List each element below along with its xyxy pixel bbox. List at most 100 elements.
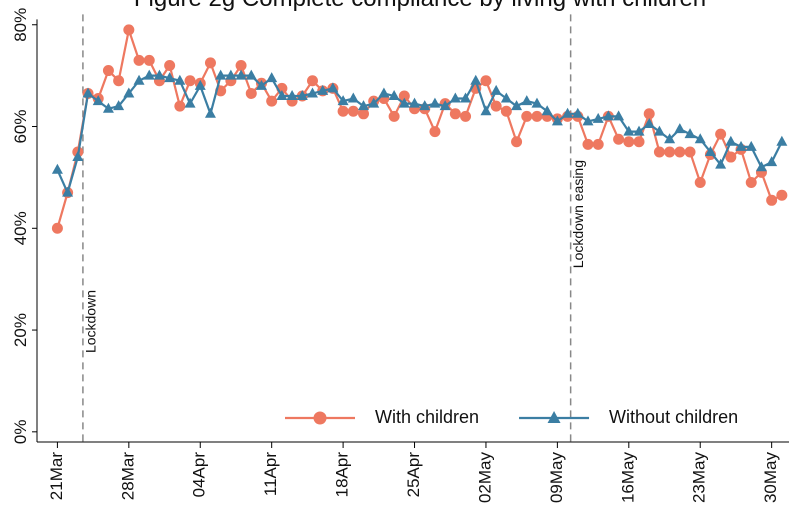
point xyxy=(562,107,574,118)
point xyxy=(113,100,125,111)
point xyxy=(480,105,492,116)
point xyxy=(276,89,288,100)
point xyxy=(72,151,84,162)
point xyxy=(715,128,727,140)
point xyxy=(409,97,421,108)
point xyxy=(521,95,533,106)
x-tick-label: 28Mar xyxy=(118,452,137,501)
point xyxy=(531,97,543,108)
point xyxy=(745,140,757,151)
point xyxy=(245,69,257,80)
point xyxy=(643,108,655,120)
x-tick-label: 30May xyxy=(761,452,780,504)
point xyxy=(623,136,635,148)
y-tick-label: 20% xyxy=(11,313,30,347)
point xyxy=(184,75,196,87)
point xyxy=(133,54,145,66)
point xyxy=(582,115,594,126)
y-tick-label: 80% xyxy=(11,8,30,42)
point xyxy=(592,138,604,150)
point xyxy=(694,133,706,144)
point xyxy=(388,110,400,122)
y-tick-label: 0% xyxy=(11,420,30,445)
point xyxy=(235,59,247,71)
point xyxy=(460,92,472,103)
point xyxy=(613,110,625,121)
reference-label: Lockdown xyxy=(82,290,98,353)
point xyxy=(378,87,390,98)
point xyxy=(470,74,482,85)
point xyxy=(745,176,757,188)
point xyxy=(358,108,370,120)
point xyxy=(684,146,696,158)
point xyxy=(143,69,155,80)
point xyxy=(358,100,370,111)
point xyxy=(215,69,227,80)
point xyxy=(633,136,645,148)
point xyxy=(766,194,778,206)
point xyxy=(613,133,625,145)
point xyxy=(776,135,788,146)
point xyxy=(653,146,665,158)
point xyxy=(102,102,114,113)
point xyxy=(725,135,737,146)
point xyxy=(337,105,349,117)
point xyxy=(643,117,655,128)
point xyxy=(327,82,339,93)
point xyxy=(123,87,135,98)
point xyxy=(153,69,165,80)
point xyxy=(715,158,727,169)
legend-label: Without children xyxy=(609,407,738,427)
point xyxy=(592,112,604,123)
point xyxy=(776,189,788,201)
point xyxy=(266,72,278,83)
x-tick-label: 09May xyxy=(547,452,566,504)
point xyxy=(623,125,635,136)
series-line xyxy=(56,74,783,196)
point xyxy=(419,100,431,111)
point xyxy=(541,105,553,116)
point xyxy=(266,95,278,107)
legend-marker xyxy=(313,411,327,425)
point xyxy=(725,151,737,163)
point xyxy=(704,145,716,156)
point xyxy=(347,92,359,103)
point xyxy=(429,97,441,108)
point xyxy=(143,54,155,66)
point xyxy=(500,105,512,117)
point xyxy=(235,69,247,80)
point xyxy=(92,95,104,106)
chart-title: Figure 2g Complete compliance by living … xyxy=(134,0,706,12)
point xyxy=(296,89,308,100)
x-tick-label: 11Apr xyxy=(261,452,280,496)
point xyxy=(164,59,176,71)
x-tick-label: 16May xyxy=(618,452,637,504)
point xyxy=(480,75,492,87)
y-tick-label: 40% xyxy=(11,211,30,245)
point xyxy=(398,90,410,102)
x-tick-label: 04Apr xyxy=(190,452,209,498)
y-tick-label: 60% xyxy=(11,110,30,144)
point xyxy=(439,100,451,111)
point xyxy=(664,146,676,158)
point xyxy=(51,163,63,174)
point xyxy=(755,161,767,172)
point xyxy=(684,128,696,139)
point xyxy=(582,138,594,150)
point xyxy=(694,176,706,188)
point xyxy=(306,75,318,87)
series-line xyxy=(56,25,783,229)
point xyxy=(449,108,461,120)
point xyxy=(255,79,267,90)
x-tick-label: 21Mar xyxy=(47,452,66,501)
point xyxy=(551,115,563,126)
point xyxy=(306,87,318,98)
point xyxy=(286,89,298,100)
x-tick-label: 18Apr xyxy=(333,452,352,498)
point xyxy=(164,72,176,83)
point xyxy=(184,97,196,108)
point xyxy=(347,105,359,117)
point xyxy=(735,140,747,151)
point xyxy=(500,92,512,103)
